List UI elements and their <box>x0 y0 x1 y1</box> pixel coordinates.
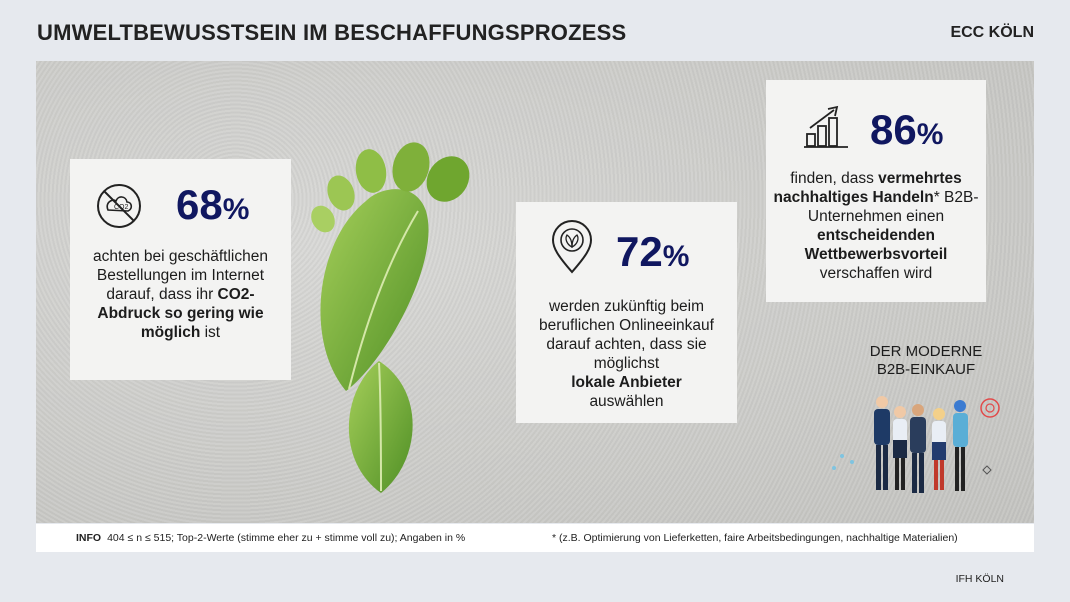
stat-card-sustainability: 86% finden, dass vermehrtes nachhaltiges… <box>766 80 986 302</box>
percent-sign: % <box>222 193 250 226</box>
growth-chart-icon <box>804 105 848 148</box>
card-text-part: achten bei geschäftlichen Bestellungen i… <box>93 248 268 303</box>
card-text-part: * B2B-Unternehmen einen <box>807 189 979 225</box>
card-text-bold: lokale Anbieter <box>571 374 682 391</box>
stat-card-local: 72% werden zukünftig beim beruflichen On… <box>516 202 737 423</box>
illustration-label-line: DER MODERNE <box>869 343 983 360</box>
percent-value: 86 <box>870 106 917 153</box>
percent-sign: % <box>662 240 690 273</box>
stat-card-co2: CO2 68% achten bei geschäftlichen Bestel… <box>70 159 291 380</box>
card-text-part: auswählen <box>589 393 664 410</box>
card-text-part: werden zukünftig beim beruflichen Online… <box>539 298 714 372</box>
card-text-bold: vermehrtes nachhaltiges Handeln <box>773 170 962 206</box>
no-co2-icon: CO2 <box>97 184 141 228</box>
page-title: UMWELTBEWUSSTSEIN IM BESCHAFFUNGSPROZESS <box>37 20 627 45</box>
location-pin-leaf-icon <box>551 220 593 274</box>
source-label: IFH KÖLN <box>955 573 1004 585</box>
card-text: werden zukünftig beim beruflichen Online… <box>524 297 729 411</box>
card-text-part: verschaffen wird <box>819 265 933 282</box>
footer-info-label: INFO <box>76 532 102 544</box>
card-text-bold: CO2-Abdruck so gering wie möglich <box>97 286 264 341</box>
percent-value: 72 <box>616 228 663 275</box>
card-text-part: ist <box>200 324 221 341</box>
footer-note: * (z.B. Optimierung von Lieferketten, fa… <box>552 532 958 544</box>
illustration-label: DER MODERNE B2B-EINKAUF <box>855 343 997 379</box>
card-text: finden, dass vermehrtes nachhaltiges Han… <box>772 169 980 283</box>
business-people-illustration <box>832 396 1000 493</box>
footer-info-bar: INFO 404 ≤ n ≤ 515; Top-2-Werte (stimme e… <box>36 524 1034 552</box>
card-text-bold: entscheidenden Wettbewerbsvorteil <box>804 227 948 263</box>
illustration-label-line: B2B-EINKAUF <box>876 361 976 378</box>
card-text: achten bei geschäftlichen Bestellungen i… <box>80 247 281 342</box>
footer-info-text: 404 ≤ n ≤ 515; Top-2-Werte (stimme eher … <box>107 532 466 544</box>
footer-info: INFO 404 ≤ n ≤ 515; Top-2-Werte (stimme e… <box>76 532 465 544</box>
leaf-footprint-image <box>311 142 470 493</box>
brand-logo: ECC KÖLN <box>950 24 1034 41</box>
percent-sign: % <box>916 118 944 151</box>
percent-value: 68 <box>176 181 223 228</box>
card-text-part: finden, dass <box>790 170 879 187</box>
